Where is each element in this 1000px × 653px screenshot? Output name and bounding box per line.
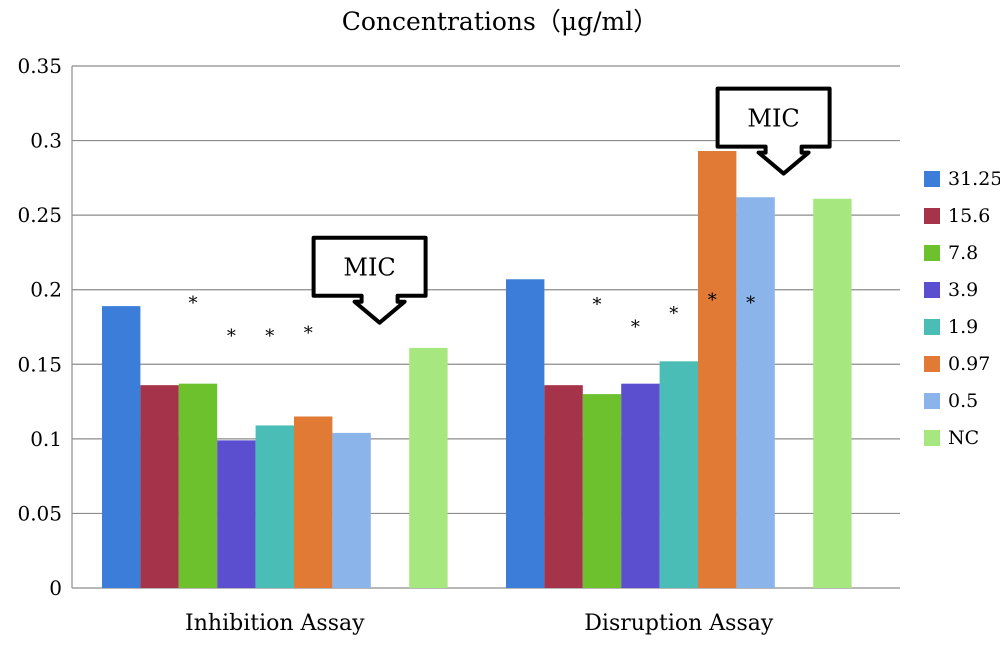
significance-star: *	[189, 293, 198, 314]
legend-item: 0.5	[924, 383, 1000, 420]
y-tick-label: 0.3	[30, 129, 62, 153]
significance-star: *	[304, 323, 313, 344]
legend-label: 3.9	[948, 278, 979, 301]
bar	[217, 440, 256, 588]
significance-star: *	[708, 290, 717, 311]
legend-swatch	[924, 318, 940, 335]
significance-star: *	[631, 317, 640, 338]
legend-item: 7.8	[924, 234, 1000, 271]
bar	[255, 425, 294, 588]
legend-label: 1.9	[948, 315, 979, 338]
significance-star: *	[227, 326, 236, 347]
significance-star: *	[593, 295, 602, 316]
bar	[582, 394, 622, 588]
legend-item: 0.97	[924, 345, 1000, 382]
y-tick-label: 0.15	[17, 352, 62, 376]
legend-item: 15.6	[924, 197, 1000, 234]
bar	[332, 432, 371, 588]
legend-swatch	[924, 430, 940, 447]
bar	[659, 361, 698, 588]
y-tick-label: 0.1	[30, 427, 62, 451]
y-tick-label: 0.35	[17, 54, 62, 78]
legend-item: 31.25	[924, 160, 1000, 197]
chart-title: Concentrations（μg/ml）	[341, 7, 659, 36]
legend-swatch	[924, 356, 940, 373]
legend-label: 15.6	[948, 204, 991, 227]
legend-swatch	[924, 170, 940, 187]
bar	[178, 383, 218, 588]
bar	[736, 197, 775, 588]
significance-star: *	[669, 304, 678, 325]
category-label: Inhibition Assay	[185, 611, 365, 636]
legend-swatch	[924, 244, 940, 261]
legend-swatch	[924, 393, 940, 410]
bar	[813, 198, 852, 589]
legend-label: NC	[948, 427, 980, 450]
legend-label: 0.5	[948, 390, 979, 413]
bar	[621, 383, 660, 588]
bar	[102, 306, 141, 588]
mic-callout-label: MIC	[343, 254, 395, 282]
significance-star: *	[746, 293, 755, 314]
legend-label: 7.8	[948, 241, 979, 264]
legend-label: 31.25	[948, 167, 1000, 190]
mic-callout-box	[311, 235, 428, 325]
bar	[698, 151, 737, 589]
legend-label: 0.97	[948, 353, 991, 376]
y-tick-label: 0.25	[17, 203, 62, 227]
y-tick-label: 0.2	[30, 278, 62, 302]
legend-swatch	[924, 207, 940, 224]
significance-star: *	[265, 326, 274, 347]
mic-callout-label: MIC	[747, 105, 799, 133]
bar	[409, 347, 448, 588]
mic-callout-box	[715, 86, 832, 176]
legend-item: 3.9	[924, 271, 1000, 308]
legend-item: NC	[924, 420, 1000, 457]
bar	[294, 416, 333, 588]
y-tick-label: 0.05	[17, 501, 62, 525]
legend-swatch	[924, 281, 940, 298]
bar	[544, 385, 583, 588]
bar	[506, 279, 545, 588]
legend: 31.25 15.6 7.8 3.9 1.9 0.97 0.5 NC	[924, 160, 1000, 457]
y-tick-label: 0	[49, 576, 62, 600]
bar	[140, 385, 179, 588]
legend-item: 1.9	[924, 308, 1000, 345]
category-label: Disruption Assay	[584, 611, 774, 636]
